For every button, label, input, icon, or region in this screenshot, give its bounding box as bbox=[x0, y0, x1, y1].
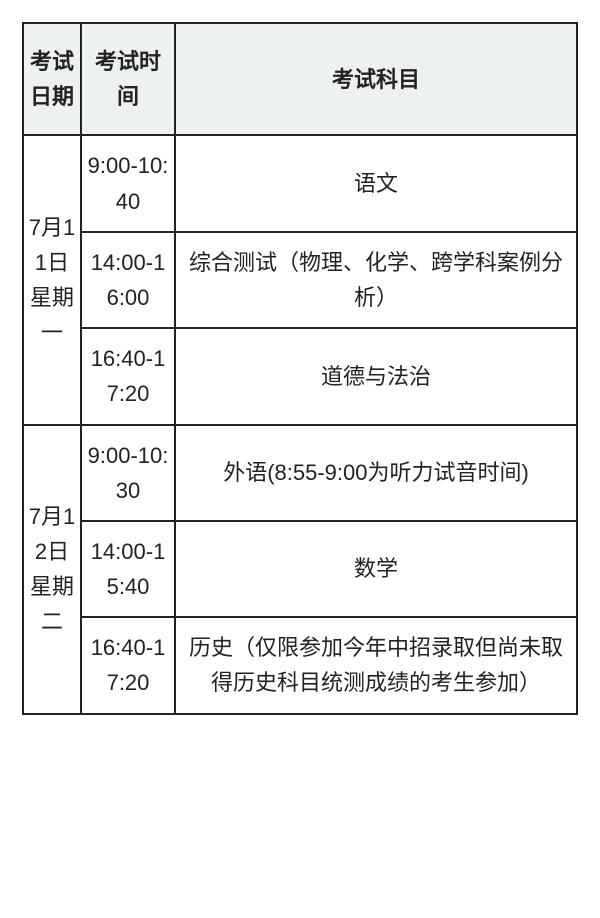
header-date: 考试日期 bbox=[23, 23, 81, 135]
table-row: 16:40-17:20 道德与法治 bbox=[23, 328, 577, 424]
date-cell: 7月12日星期二 bbox=[23, 425, 81, 714]
time-cell: 9:00-10:40 bbox=[81, 135, 175, 231]
time-cell: 16:40-17:20 bbox=[81, 328, 175, 424]
table-header-row: 考试日期 考试时间 考试科目 bbox=[23, 23, 577, 135]
subject-cell: 道德与法治 bbox=[175, 328, 577, 424]
time-cell: 16:40-17:20 bbox=[81, 617, 175, 713]
subject-cell: 综合测试（物理、化学、跨学科案例分析） bbox=[175, 232, 577, 328]
time-cell: 9:00-10:30 bbox=[81, 425, 175, 521]
subject-cell: 语文 bbox=[175, 135, 577, 231]
table-row: 14:00-15:40 数学 bbox=[23, 521, 577, 617]
header-subject: 考试科目 bbox=[175, 23, 577, 135]
date-cell: 7月11日星期一 bbox=[23, 135, 81, 424]
subject-cell: 历史（仅限参加今年中招录取但尚未取得历史科目统测成绩的考生参加） bbox=[175, 617, 577, 713]
table-row: 7月11日星期一 9:00-10:40 语文 bbox=[23, 135, 577, 231]
header-time: 考试时间 bbox=[81, 23, 175, 135]
subject-cell: 数学 bbox=[175, 521, 577, 617]
table-row: 14:00-16:00 综合测试（物理、化学、跨学科案例分析） bbox=[23, 232, 577, 328]
subject-cell: 外语(8:55-9:00为听力试音时间) bbox=[175, 425, 577, 521]
table-row: 7月12日星期二 9:00-10:30 外语(8:55-9:00为听力试音时间) bbox=[23, 425, 577, 521]
time-cell: 14:00-15:40 bbox=[81, 521, 175, 617]
table-row: 16:40-17:20 历史（仅限参加今年中招录取但尚未取得历史科目统测成绩的考… bbox=[23, 617, 577, 713]
time-cell: 14:00-16:00 bbox=[81, 232, 175, 328]
exam-schedule-table: 考试日期 考试时间 考试科目 7月11日星期一 9:00-10:40 语文 14… bbox=[22, 22, 578, 715]
